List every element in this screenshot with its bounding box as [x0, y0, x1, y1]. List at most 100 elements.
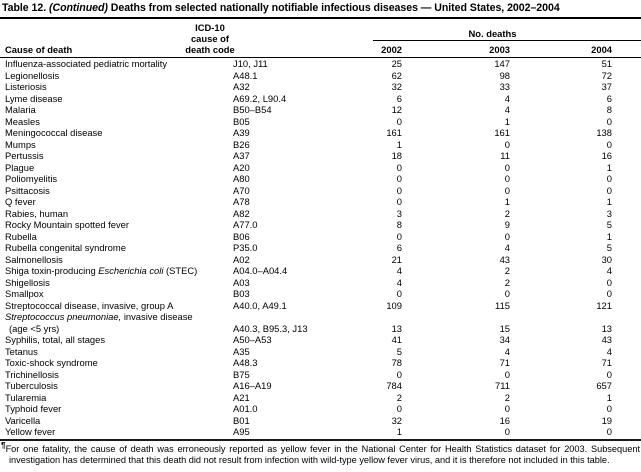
icd-code-cell: J10, J11: [233, 58, 268, 69]
deaths-value-2002: 4: [396, 265, 402, 276]
icd-code-cell: A48.3: [233, 357, 258, 368]
deaths-value-2003: 2: [504, 391, 510, 403]
cause-text-segment: Tularemia: [5, 391, 47, 403]
table-row: Rabies, human A82 3 2 3: [0, 208, 641, 220]
deaths-value-2002: 6: [396, 242, 402, 253]
cause-of-death-cell: Legionellosis: [0, 70, 230, 82]
deaths-value-2003: 71: [499, 357, 510, 368]
cause-of-death-cell: Pertussis: [0, 150, 230, 162]
deaths-value-2002: 0: [396, 161, 402, 173]
icd-code-cell: B05: [233, 115, 250, 127]
deaths-value-2003: 16: [499, 414, 510, 426]
column-header-year-2002: 2002: [381, 44, 402, 55]
deaths-value-2003: 1: [504, 115, 510, 127]
cause-of-death-cell: Yellow fever: [0, 426, 230, 438]
cause-of-death-cell: Listeriosis: [0, 81, 230, 93]
deaths-value-2002: 0: [396, 196, 402, 207]
deaths-value-2003: 34: [499, 334, 510, 345]
deaths-value-2003: 0: [504, 138, 510, 150]
cause-of-death-cell: Lyme disease: [0, 93, 230, 105]
deaths-value-2004: 5: [606, 242, 612, 253]
deaths-value-2002: 109: [386, 299, 402, 311]
icd-code-cell: A02: [233, 253, 250, 265]
deaths-value-2003: 1: [504, 196, 510, 207]
column-header-year-2003: 2003: [489, 44, 510, 55]
cause-text-segment: Streptococcus pneumoniae,: [5, 311, 122, 322]
deaths-value-2002: 18: [391, 150, 402, 161]
cause-text-segment: Poliomyelitis: [5, 173, 58, 184]
column-header-year-2004: 2004: [591, 44, 612, 55]
deaths-value-2002: 0: [396, 403, 402, 414]
deaths-value-2003: 115: [495, 299, 510, 311]
deaths-value-2004: 0: [606, 184, 612, 196]
cause-text-segment: Tetanus: [5, 345, 38, 357]
table-title-prefix: Table 12.: [2, 2, 49, 14]
deaths-value-2002: 4: [396, 276, 402, 288]
icd-code-cell: B26: [233, 138, 250, 150]
deaths-value-2002: 62: [391, 69, 402, 81]
deaths-value-2004: 71: [601, 357, 612, 368]
cause-text-segment: invasive disease: [121, 311, 193, 322]
deaths-value-2004: 1: [606, 196, 612, 207]
table-row: Shigellosis A03 4 2 0: [0, 277, 641, 289]
deaths-value-2002: 12: [391, 104, 402, 115]
cause-text-segment: Typhoid fever: [5, 403, 62, 414]
cause-of-death-cell: Plague: [0, 162, 230, 174]
deaths-value-2003: 0: [504, 368, 510, 380]
icd-code-cell: B03: [233, 288, 250, 299]
cause-text-segment: Varicella: [5, 414, 41, 426]
deaths-value-2004: 138: [596, 127, 612, 138]
cause-of-death-cell: Rubella congenital syndrome: [0, 242, 230, 254]
deaths-value-2004: 1: [606, 391, 612, 403]
deaths-value-2003: 4: [504, 92, 510, 104]
deaths-value-2004: 121: [596, 299, 612, 311]
cause-of-death-cell: Measles: [0, 116, 230, 128]
table-title-rest: Deaths from selected nationally notifiab…: [107, 2, 560, 14]
cause-text-segment: (age <5 yrs): [9, 322, 60, 334]
table-row: Tuberculosis A16–A19 784 711 657: [0, 380, 641, 392]
deaths-value-2003: 0: [504, 161, 510, 173]
table-row: Malaria B50–B54 12 4 8: [0, 104, 641, 116]
cause-of-death-cell: Shigellosis: [0, 277, 230, 289]
deaths-value-2003: 2: [504, 265, 510, 276]
deaths-value-2003: 2: [504, 207, 510, 219]
cause-text-segment: Shigellosis: [5, 276, 50, 288]
table-row: Smallpox B03 0 0 0: [0, 288, 641, 300]
cause-text-segment: Legionellosis: [5, 69, 60, 81]
icd-code-cell: A01.0: [233, 403, 258, 414]
deaths-value-2003: 15: [499, 322, 510, 334]
year-header-row: 2002 2003 2004: [373, 41, 641, 55]
table-row: Varicella B01 32 16 19: [0, 415, 641, 427]
icd-code-cell: A16–A19: [233, 380, 272, 391]
deaths-value-2003: 0: [504, 184, 510, 196]
icd-code-cell: A40.3, B95.3, J13: [233, 322, 308, 334]
cause-of-death-cell: Varicella: [0, 415, 230, 427]
deaths-value-2002: 1: [396, 426, 402, 437]
icd-code-cell: A37: [233, 150, 250, 161]
cause-of-death-cell: Influenza-associated pediatric mortality: [0, 58, 230, 70]
cause-of-death-cell: Streptococcal disease, invasive, group A: [0, 300, 230, 312]
table-row: Rubella congenital syndrome P35.0 6 4 5: [0, 242, 641, 254]
cause-of-death-cell: Q fever: [0, 196, 230, 208]
icd-code-cell: B06: [233, 230, 250, 242]
table-row: Measles B05 0 1 0: [0, 116, 641, 128]
cause-text-segment: Measles: [5, 115, 40, 127]
cause-of-death-cell: Tularemia: [0, 392, 230, 404]
icd-code-cell: A32: [233, 81, 250, 92]
table-title-continued: (Continued): [49, 2, 108, 14]
cause-of-death-cell: Psittacosis: [0, 185, 230, 197]
footnote: ¶For one fatality, the cause of death wa…: [0, 441, 641, 468]
cause-text-segment: Streptococcal disease, invasive, group A: [5, 299, 174, 311]
deaths-value-2004: 13: [601, 322, 612, 334]
cause-of-death-cell: Poliomyelitis: [0, 173, 230, 185]
table-bottom-rule: [0, 438, 641, 441]
deaths-value-2002: 161: [386, 127, 402, 138]
deaths-value-2002: 0: [396, 115, 402, 127]
deaths-value-2004: 0: [606, 426, 612, 437]
icd-code-cell: P35.0: [233, 242, 258, 253]
table-row: Influenza-associated pediatric mortality…: [0, 58, 641, 70]
table-row: Legionellosis A48.1 62 98 72: [0, 70, 641, 82]
deaths-value-2004: 5: [606, 219, 612, 230]
icd-code-cell: A77.0: [233, 219, 258, 230]
icd-code-cell: [230, 311, 373, 323]
